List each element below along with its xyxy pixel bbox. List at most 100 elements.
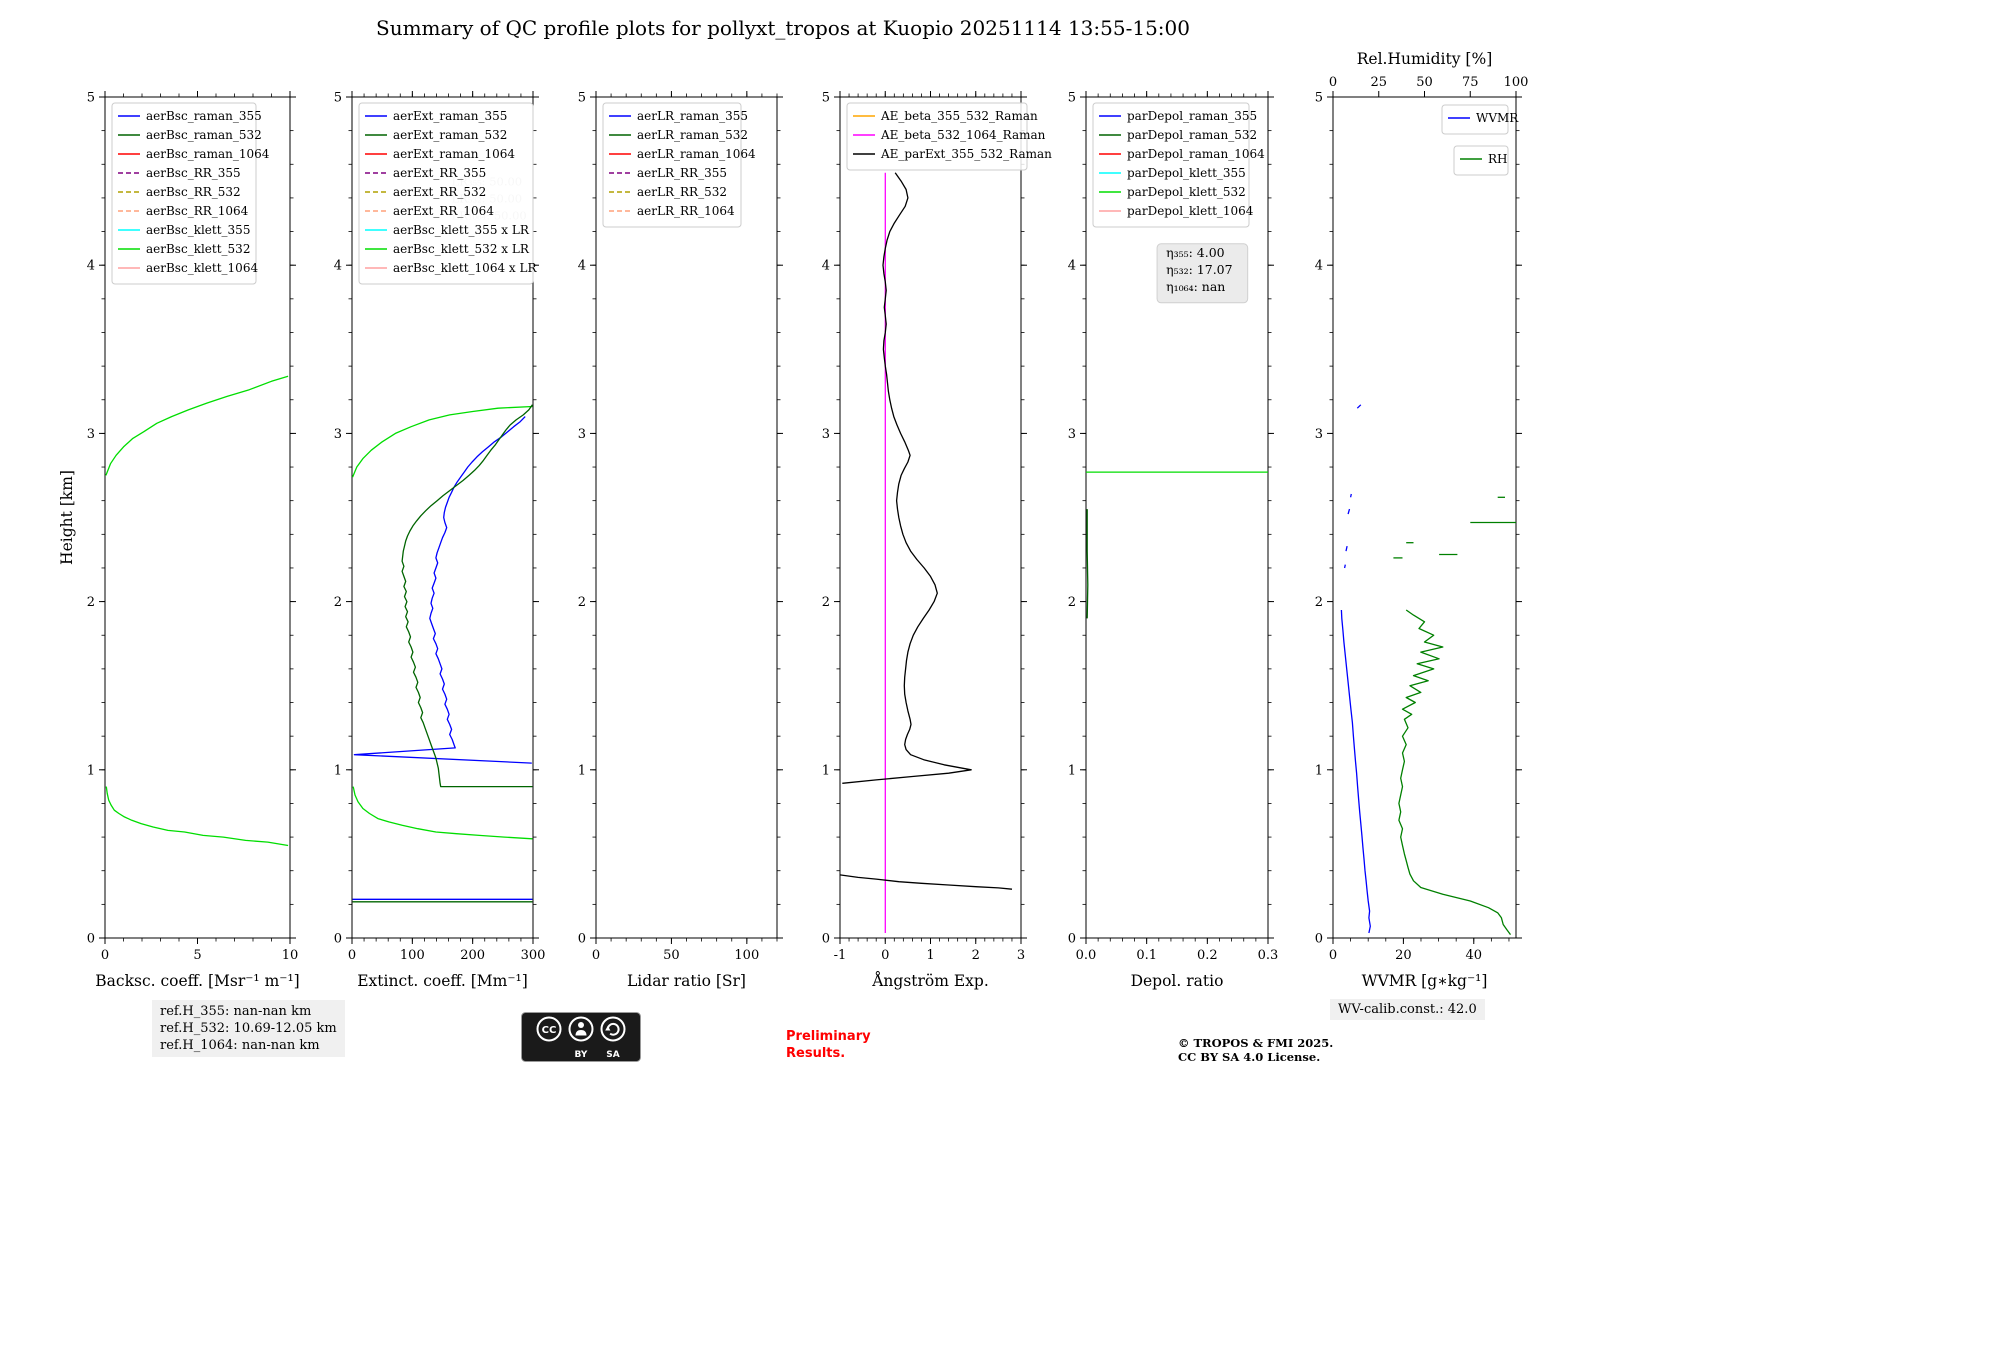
- y-tick-label: 0: [822, 932, 830, 947]
- y-tick-label: 4: [578, 259, 586, 274]
- legend-box: [1441, 104, 1509, 135]
- x-tick-label: 100: [734, 948, 759, 963]
- top-tick-label: 100: [1504, 75, 1529, 90]
- legend-label: aerBsc_klett_1064 x LR: [393, 261, 537, 275]
- series-WVMR: [1340, 609, 1371, 934]
- y-tick-label: 1: [1315, 763, 1323, 778]
- x-tick-label: 3: [1017, 948, 1025, 963]
- x-axis-label: Lidar ratio [Sr]: [627, 972, 746, 990]
- legend-label: aerExt_RR_355: [393, 166, 486, 180]
- x-tick-label: 0.3: [1258, 948, 1279, 963]
- share-alike-icon: [600, 1016, 626, 1042]
- series-WVMR_seg_1: [1356, 404, 1362, 409]
- y-tick-label: 5: [1315, 91, 1323, 106]
- y-tick-label: 3: [822, 427, 830, 442]
- top-tick-label: 50: [1416, 75, 1433, 90]
- series-WVMR_seg_4: [1343, 564, 1346, 569]
- series-WVMR_seg_5: [1349, 493, 1352, 498]
- x-tick-label: 5: [193, 948, 201, 963]
- cc-text: CC: [542, 1025, 557, 1036]
- y-tick-label: 0: [1068, 932, 1076, 947]
- y-tick-label: 5: [578, 91, 586, 106]
- legend-label: aerExt_RR_1064: [393, 204, 494, 218]
- y-tick-label: 2: [1068, 595, 1076, 610]
- panel-depol-ratio: 0 1 2 3 4 5 0.0 0.1 0.2 0.3 Depol. ratio parDepol_r…: [1068, 91, 1279, 991]
- x-tick-label: 40: [1465, 948, 1482, 963]
- annotation-line: η₅₃₂: 17.07: [1166, 262, 1233, 277]
- x-tick-label: 50: [663, 948, 680, 963]
- annotation-line: η₁₀₆₄: nan: [1166, 279, 1225, 294]
- y-tick-label: 2: [578, 595, 586, 610]
- by-text: BY: [575, 1050, 588, 1060]
- axes-frame: [1085, 96, 1269, 939]
- legend-label: aerLR_raman_1064: [637, 147, 756, 161]
- legend-label: aerBsc_klett_532 x LR: [393, 242, 530, 256]
- annotation-box: [1156, 243, 1249, 304]
- panel-backscatter: 0 1 2 3 4 5 0 5 10 Backsc. coeff. [Msr⁻¹ m⁻¹] aerB…: [87, 91, 300, 991]
- x-tick-label: 20: [1395, 948, 1412, 963]
- y-tick-label: 1: [1068, 763, 1076, 778]
- ref-heights-note: ref.H_355: nan-nan km ref.H_532: 10.69-1…: [152, 1000, 345, 1057]
- legend-label: parDepol_raman_532: [1127, 128, 1257, 142]
- y-tick-label: 2: [822, 595, 830, 610]
- legend-label: parDepol_klett_355: [1127, 166, 1246, 180]
- series-WVMR_seg_3: [1345, 545, 1348, 552]
- x-tick-label: 100: [400, 948, 425, 963]
- legend-label: aerExt_raman_355: [393, 109, 507, 123]
- y-tick-label: 3: [578, 427, 586, 442]
- legend-label: aerExt_raman_532: [393, 128, 507, 142]
- top-tick-label: 75: [1462, 75, 1479, 90]
- x-tick-label: 0: [101, 948, 109, 963]
- x-axis-label: Extinct. coeff. [Mm⁻¹]: [357, 972, 528, 990]
- legend-label: aerBsc_raman_355: [146, 109, 262, 123]
- legend-label: parDepol_raman_1064: [1127, 147, 1265, 161]
- x-tick-label: 0: [881, 948, 889, 963]
- legend-label: aerBsc_klett_1064: [146, 261, 258, 275]
- ref-line-532: ref.H_532: 10.69-12.05 km: [160, 1021, 337, 1036]
- legend-label: aerBsc_RR_532: [146, 185, 241, 199]
- legend-box: [1092, 102, 1250, 228]
- series-klett_532_x_LR_upper: [351, 405, 533, 478]
- y-tick-label: 3: [1315, 427, 1323, 442]
- y-tick-label: 0: [1315, 932, 1323, 947]
- sa-text: SA: [606, 1050, 619, 1060]
- cc-circle-icon: [536, 1016, 562, 1042]
- top-tick-label: 25: [1370, 75, 1387, 90]
- legend-label: aerLR_raman_532: [637, 128, 748, 142]
- legend-label: aerLR_RR_355: [637, 166, 727, 180]
- x-axis-label: WVMR [g∗kg⁻¹]: [1362, 972, 1488, 990]
- x-tick-label: 0.2: [1197, 948, 1218, 963]
- preliminary-note: Preliminary Results.: [786, 1028, 871, 1062]
- y-tick-label: 3: [334, 427, 342, 442]
- preliminary-line-1: Preliminary: [786, 1029, 871, 1044]
- legend-label: aerBsc_klett_532: [146, 242, 250, 256]
- series-klett_532_x_LR_lower: [352, 786, 533, 840]
- legend-label: AE_beta_532_1064_Raman: [880, 128, 1046, 142]
- x-tick-label: 200: [460, 948, 485, 963]
- annotation-line: η₃₅₅: 4.00: [1166, 245, 1225, 260]
- x-axis-label: Depol. ratio: [1131, 972, 1224, 990]
- x-tick-label: 0.0: [1076, 948, 1097, 963]
- legend-label: aerBsc_raman_532: [146, 128, 262, 142]
- axes-frame: [351, 96, 534, 939]
- y-tick-label: 1: [822, 763, 830, 778]
- y-tick-label: 4: [1315, 259, 1323, 274]
- y-tick-label: 1: [334, 763, 342, 778]
- figure-title: Summary of QC profile plots for pollyxt_…: [376, 16, 1190, 40]
- y-tick-label: 5: [334, 91, 342, 106]
- y-tick-label: 3: [1068, 427, 1076, 442]
- legend-box: [602, 102, 742, 228]
- legend-label: aerBsc_klett_355: [146, 223, 250, 237]
- legend-label: AE_beta_355_532_Raman: [880, 109, 1038, 123]
- x-tick-label: 0.1: [1136, 948, 1157, 963]
- y-axis-label: Height [km]: [58, 470, 76, 565]
- series-aerExt_raman_532: [401, 404, 533, 788]
- y-tick-label: 0: [578, 932, 586, 947]
- y-tick-label: 1: [578, 763, 586, 778]
- series-aerExt_raman_355: [353, 416, 532, 764]
